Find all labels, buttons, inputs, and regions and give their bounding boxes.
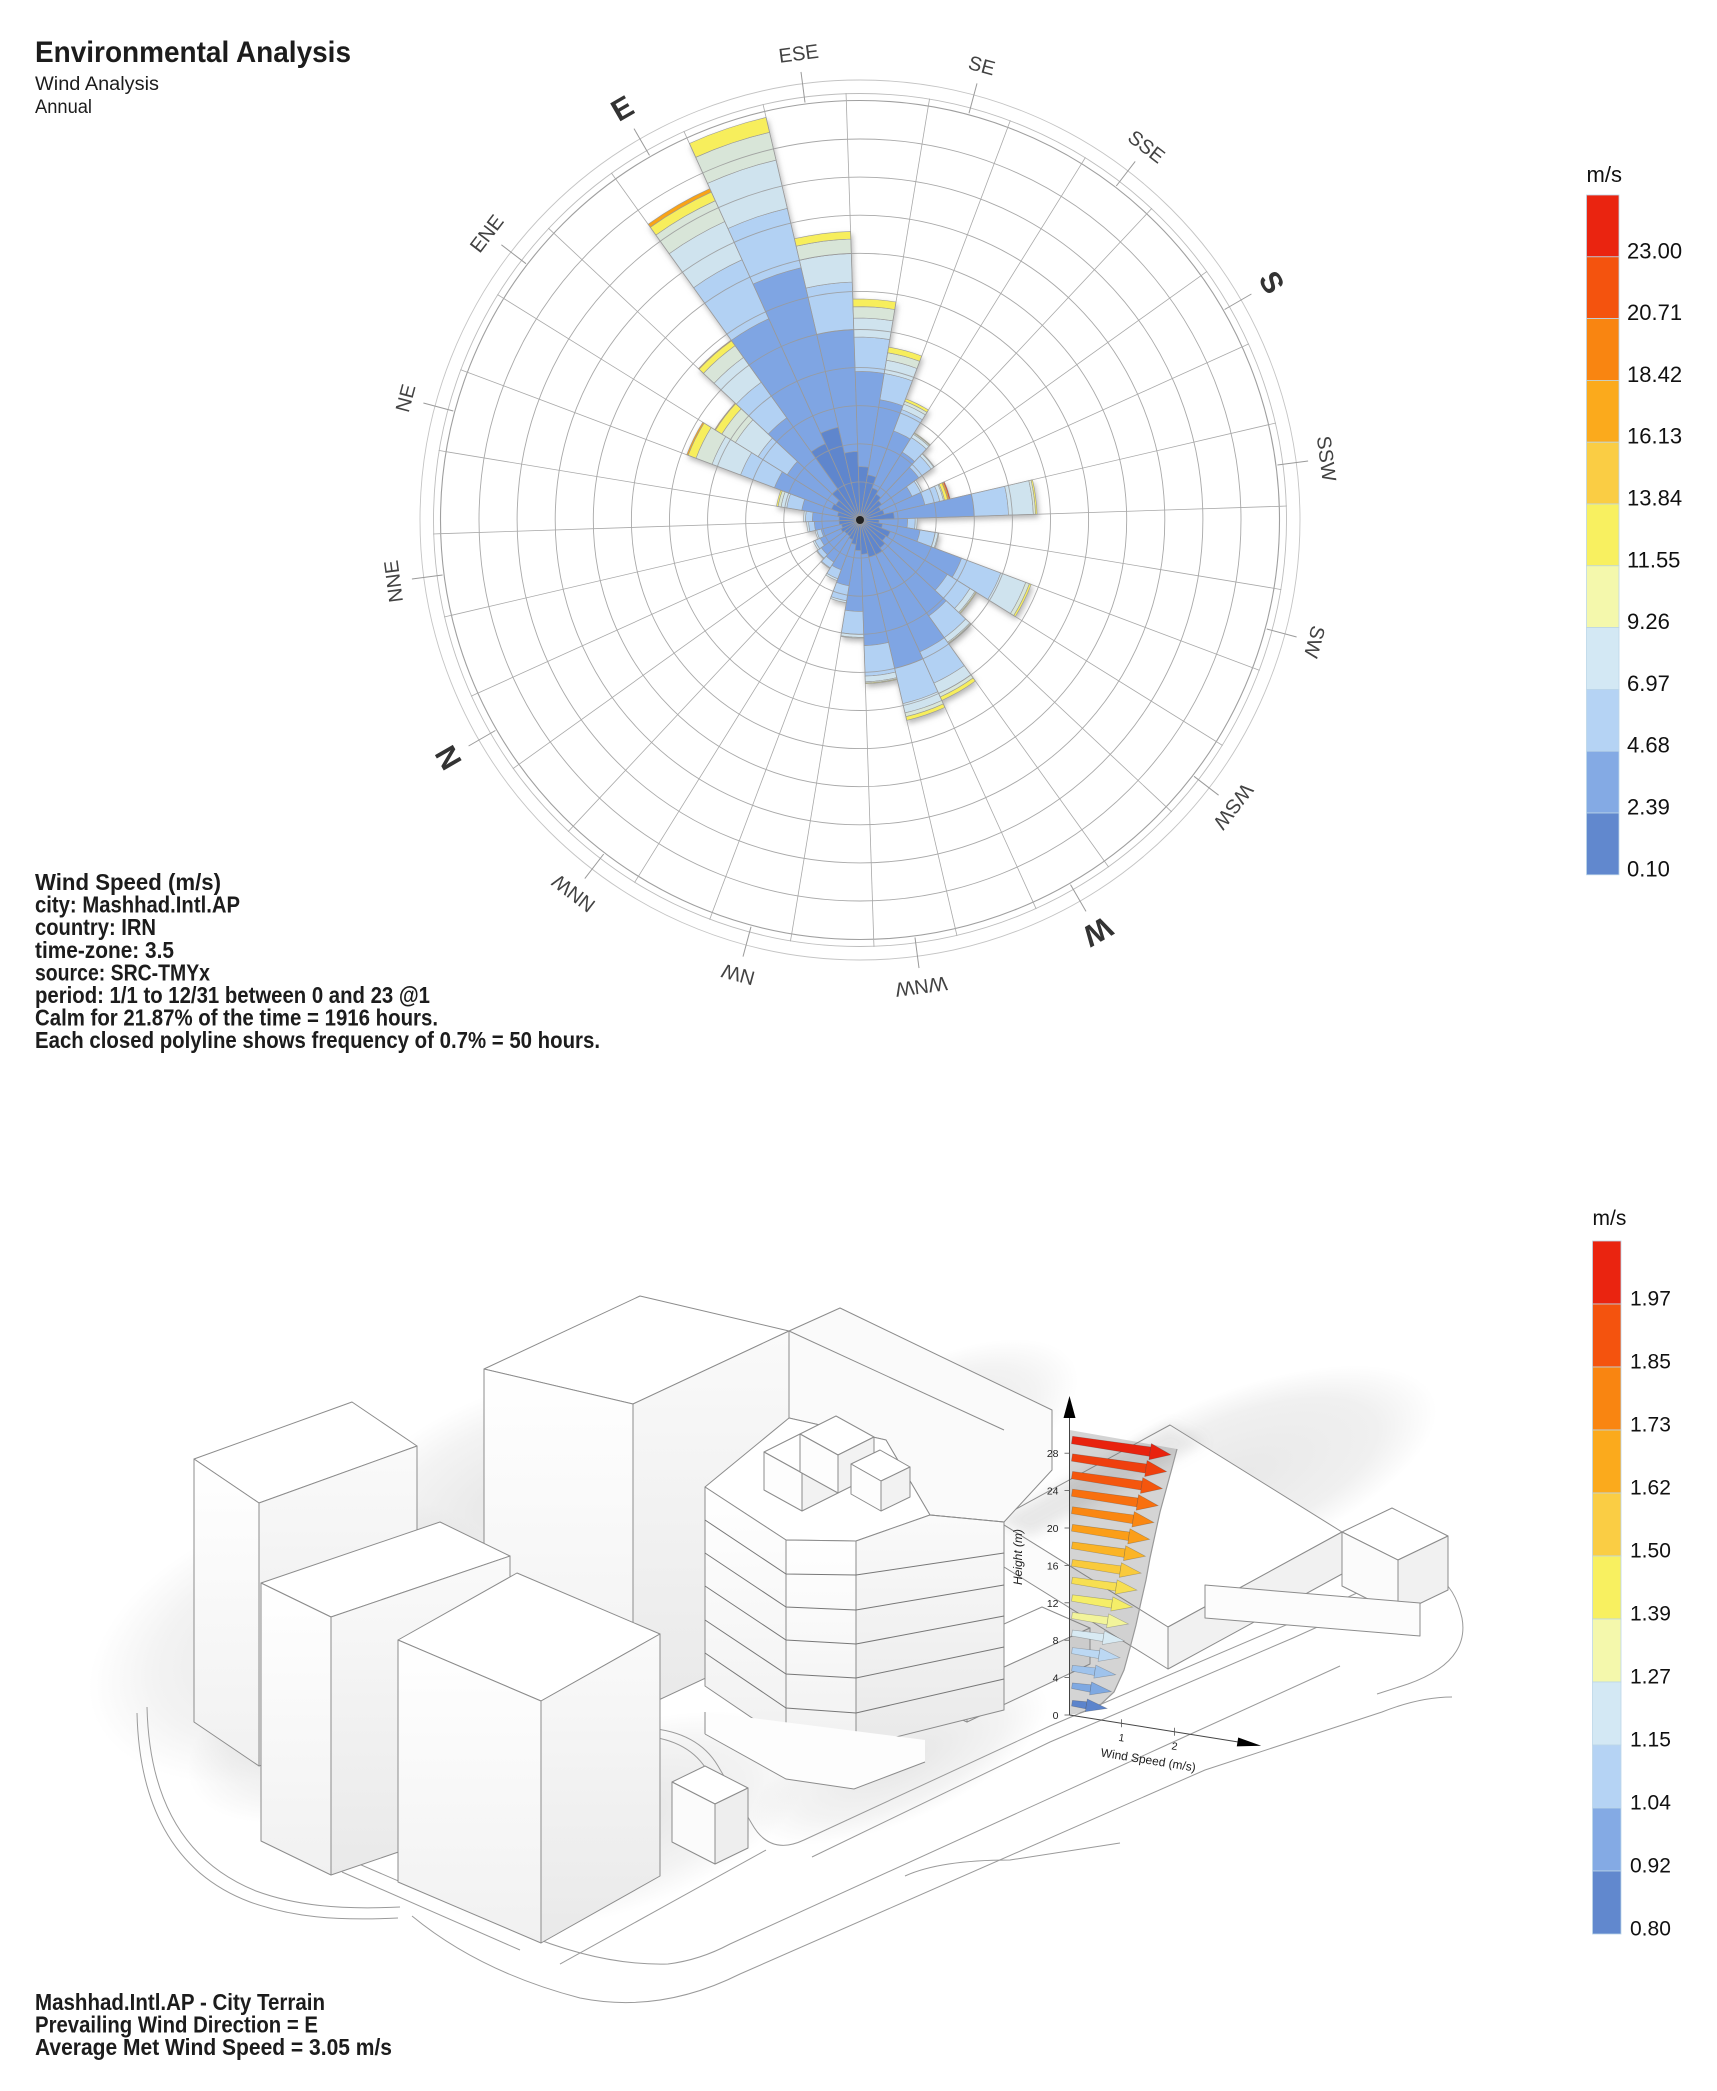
svg-text:country: IRN: country: IRN <box>35 914 156 940</box>
svg-text:city: Mashhad.Intl.AP: city: Mashhad.Intl.AP <box>35 892 240 918</box>
svg-text:1.73: 1.73 <box>1630 1414 1671 1437</box>
svg-text:1.85: 1.85 <box>1630 1351 1671 1374</box>
svg-text:Wind Speed (m/s): Wind Speed (m/s) <box>35 869 221 895</box>
svg-text:16.13: 16.13 <box>1627 424 1682 449</box>
svg-text:2.39: 2.39 <box>1627 795 1670 820</box>
svg-text:0.92: 0.92 <box>1630 1855 1671 1878</box>
svg-text:18.42: 18.42 <box>1627 362 1682 387</box>
svg-text:Average Met Wind Speed = 3.05: Average Met Wind Speed = 3.05 m/s <box>35 2034 392 2060</box>
svg-text:Wind Analysis: Wind Analysis <box>35 74 159 95</box>
svg-text:NNE: NNE <box>381 559 408 604</box>
svg-text:1.97: 1.97 <box>1630 1288 1671 1311</box>
svg-text:6.97: 6.97 <box>1627 671 1670 696</box>
svg-text:12: 12 <box>1047 1598 1059 1610</box>
svg-text:0.10: 0.10 <box>1627 856 1670 881</box>
svg-text:11.55: 11.55 <box>1627 547 1680 572</box>
svg-text:time-zone: 3.5: time-zone: 3.5 <box>35 937 174 963</box>
svg-text:0: 0 <box>1053 1710 1059 1722</box>
svg-text:28: 28 <box>1047 1448 1059 1460</box>
svg-text:period: 1/1 to 12/31 between 0: period: 1/1 to 12/31 between 0 and 23 @1 <box>35 982 430 1008</box>
svg-text:Calm for 21.87% of the time =: Calm for 21.87% of the time = 1916 hours… <box>35 1005 438 1031</box>
svg-text:Prevailing Wind Direction = E: Prevailing Wind Direction = E <box>35 2012 318 2038</box>
svg-text:Height (m): Height (m) <box>1011 1529 1025 1585</box>
svg-text:1.39: 1.39 <box>1630 1603 1671 1626</box>
svg-text:20: 20 <box>1047 1523 1059 1535</box>
svg-text:1.27: 1.27 <box>1630 1666 1671 1689</box>
svg-text:1.50: 1.50 <box>1630 1540 1671 1563</box>
svg-text:m/s: m/s <box>1593 1207 1627 1230</box>
svg-text:8: 8 <box>1053 1635 1059 1647</box>
svg-text:9.26: 9.26 <box>1627 609 1670 634</box>
svg-text:4.68: 4.68 <box>1627 733 1670 758</box>
svg-text:13.84: 13.84 <box>1627 486 1682 511</box>
svg-text:m/s: m/s <box>1587 162 1622 187</box>
svg-text:ESE: ESE <box>777 41 820 68</box>
svg-text:Mashhad.Intl.AP - City Terrain: Mashhad.Intl.AP - City Terrain <box>35 1989 325 2015</box>
svg-text:Annual: Annual <box>35 97 92 118</box>
svg-text:Environmental Analysis: Environmental Analysis <box>35 36 351 69</box>
svg-text:Each closed polyline shows fre: Each closed polyline shows frequency of … <box>35 1027 600 1053</box>
svg-text:24: 24 <box>1047 1486 1059 1498</box>
svg-text:23.00: 23.00 <box>1627 238 1682 263</box>
svg-text:4: 4 <box>1053 1673 1059 1685</box>
svg-text:1.15: 1.15 <box>1630 1729 1671 1752</box>
svg-text:source: SRC-TMYx: source: SRC-TMYx <box>35 959 210 985</box>
svg-text:1: 1 <box>1118 1732 1126 1745</box>
svg-text:16: 16 <box>1047 1560 1059 1572</box>
svg-text:20.71: 20.71 <box>1627 300 1682 325</box>
svg-text:1.62: 1.62 <box>1630 1477 1671 1500</box>
svg-text:1.04: 1.04 <box>1630 1792 1671 1815</box>
svg-text:2: 2 <box>1171 1740 1179 1753</box>
svg-text:0.80: 0.80 <box>1630 1918 1671 1941</box>
